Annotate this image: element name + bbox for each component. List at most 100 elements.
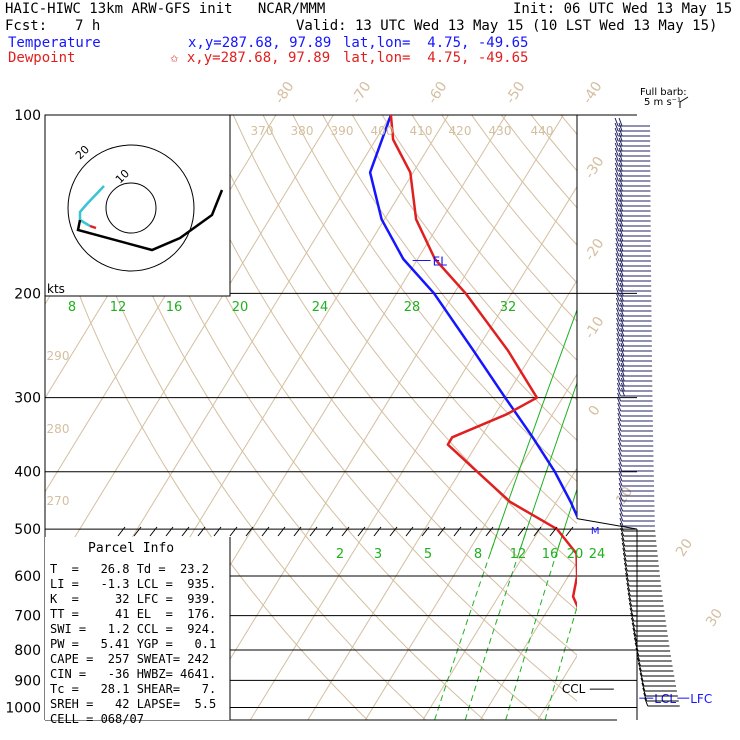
hatch-mark xyxy=(325,526,334,537)
barb-legend-flag xyxy=(679,96,689,103)
hatch-mark xyxy=(437,526,446,537)
wind-barb-feather xyxy=(615,222,620,232)
wind-barb-feather xyxy=(615,247,620,257)
wind-barb-feather xyxy=(624,567,629,577)
wind-barb-feather xyxy=(618,187,623,197)
temperature-legend-label: Temperature xyxy=(8,35,101,51)
wind-barb-feather xyxy=(619,262,624,272)
wind-barb-feather xyxy=(616,307,620,317)
hatch-mark xyxy=(549,526,558,537)
wind-barb-feather xyxy=(615,262,620,272)
wind-barb-feather xyxy=(619,202,624,212)
wind-barb-feather xyxy=(614,172,619,182)
hatch-mark xyxy=(517,526,526,537)
dewpoint-xy: ✩ x,y=287.68, 97.89 xyxy=(170,50,331,66)
mixing-ratio-label: 24 xyxy=(312,300,329,315)
series-line-dewpoint xyxy=(389,115,577,609)
mixing-ratio-line xyxy=(489,308,577,554)
mixing-ratio-label: 28 xyxy=(404,300,421,315)
wind-barb-feather xyxy=(640,677,645,687)
ccl-marker-label: CCL xyxy=(562,682,586,696)
hatch-mark xyxy=(165,526,174,537)
parcel-info-row: CIN = -36 HWBZ= 4641. xyxy=(50,667,216,681)
theta-label: 270 xyxy=(47,494,70,508)
wind-barb-feather xyxy=(619,227,624,237)
dry-adiabat-line xyxy=(143,115,577,702)
wind-barb-feather xyxy=(614,152,619,162)
wind-barb-feather xyxy=(616,347,621,357)
wind-barb-feather xyxy=(639,672,644,682)
hatch-mark xyxy=(565,526,574,537)
wind-barb-feather xyxy=(617,432,622,442)
lfc-marker-label: LFC xyxy=(690,692,712,706)
wind-barb-feather xyxy=(614,117,619,127)
wind-barb-feather xyxy=(618,162,623,172)
wind-barb-feather xyxy=(620,322,625,332)
dry-adiabat-line xyxy=(262,115,577,525)
mixing-ratio-line xyxy=(555,487,577,554)
wind-barb-feather xyxy=(627,592,632,602)
wind-barb-feather xyxy=(619,192,623,202)
parcel-info-row: K = 32 LFC = 939. xyxy=(50,592,216,606)
dry-adiabat-line xyxy=(45,193,368,720)
wind-barb-feather xyxy=(644,697,649,707)
wind-barb-feather xyxy=(614,127,619,137)
isotherm-label: -40 xyxy=(580,79,606,107)
wind-barb-feather xyxy=(618,497,623,507)
hodograph-trace-surface xyxy=(89,224,97,230)
wind-barb-feather xyxy=(638,667,643,677)
pressure-tick-label: 500 xyxy=(14,522,41,538)
wind-barb-feather xyxy=(641,682,646,692)
hodograph-trace-upper xyxy=(76,189,224,252)
wind-barb-feather xyxy=(614,132,619,142)
wind-barb-feather xyxy=(615,282,620,292)
wind-barb-feather xyxy=(626,587,631,597)
wind-barb-feather xyxy=(615,302,620,312)
dry-adiabat-line xyxy=(113,115,543,720)
wind-barb-feather xyxy=(619,242,624,252)
wind-barb-feather xyxy=(617,422,622,432)
wind-barb-feather xyxy=(620,312,625,322)
wind-barb-feather xyxy=(623,562,628,572)
wind-barb-feather xyxy=(614,187,619,197)
wind-barb-feather xyxy=(618,482,623,492)
forecast-label: Fcst: xyxy=(5,18,48,34)
wind-barb-feather xyxy=(635,647,640,657)
dry-adiabat-line xyxy=(351,115,577,401)
mixing-ratio-line xyxy=(544,605,577,720)
wind-barb-feather xyxy=(615,292,620,302)
mixing-ratio-label: 12 xyxy=(110,300,127,315)
wind-barb-feather xyxy=(626,582,631,592)
hodograph-ring xyxy=(67,144,195,272)
wind-barb-feather xyxy=(618,127,623,137)
hatch-mark xyxy=(293,526,302,537)
isotherm-label: -50 xyxy=(503,79,529,107)
parcel-info-row: CAPE = 257 SWEAT= 242 xyxy=(50,652,209,666)
wind-barb-feather xyxy=(619,292,624,302)
hodograph-trace-low xyxy=(78,185,105,228)
isotherm-line xyxy=(422,467,577,720)
hatch-mark xyxy=(405,526,414,537)
dry-adiabat-line xyxy=(203,115,577,611)
hatch-mark xyxy=(229,526,238,537)
wind-barb-feather xyxy=(615,257,620,267)
dry-adiabat-line xyxy=(381,115,577,362)
mixing-ratio-label: 5 xyxy=(424,547,432,562)
mixing-ratio-line xyxy=(518,381,577,554)
hatch-mark xyxy=(261,526,270,537)
wind-barb-feather xyxy=(634,642,639,652)
isotherm-label: -80 xyxy=(272,79,298,107)
isotherm-label: -10 xyxy=(582,314,608,342)
wind-barb-feather xyxy=(620,367,625,377)
wind-barb-feather xyxy=(619,237,624,247)
valid-time: Valid: 13 UTC Wed 13 May 15 (10 LST Wed … xyxy=(296,18,718,34)
hodograph-unit-label: kts xyxy=(47,282,65,296)
wind-barb-feather xyxy=(618,142,623,152)
mixing-ratio-line xyxy=(464,528,528,720)
wind-barb-feather xyxy=(619,282,624,292)
parcel-info-box xyxy=(45,537,230,720)
pressure-tick-label: 700 xyxy=(14,609,41,625)
wind-barb-feather xyxy=(616,362,621,372)
theta-label: 420 xyxy=(449,124,472,138)
wind-barb-feather xyxy=(619,197,623,207)
